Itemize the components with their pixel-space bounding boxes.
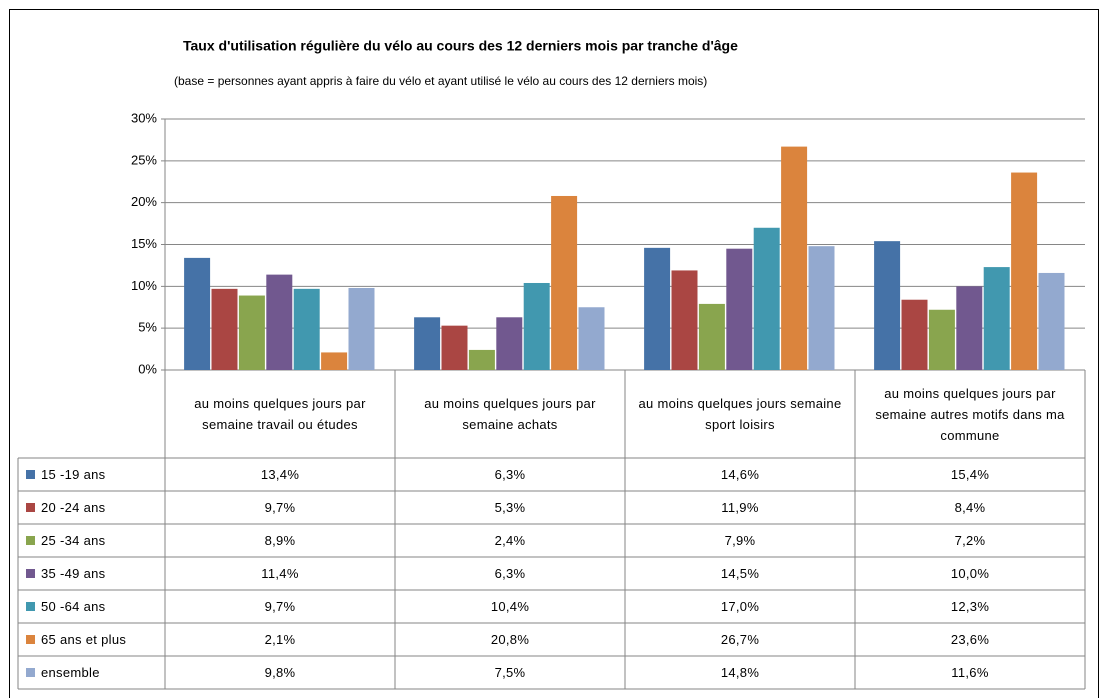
bar: [1038, 272, 1065, 370]
table-value: 20,8%: [490, 632, 530, 647]
legend-label: 65 ans et plus: [41, 632, 127, 647]
bar: [901, 299, 928, 370]
table-value: 9,7%: [264, 500, 296, 515]
legend-key: [26, 503, 35, 512]
bar: [1011, 172, 1038, 370]
table-value: 11,9%: [721, 500, 759, 515]
legend-label: 20 -24 ans: [41, 500, 106, 515]
y-tick-label: 10%: [131, 278, 157, 293]
table-value: 13,4%: [260, 467, 300, 482]
table-value: 23,6%: [950, 632, 990, 647]
legend-key: [26, 569, 35, 578]
table-value: 7,9%: [724, 533, 756, 548]
y-tick-label: 15%: [131, 236, 157, 251]
table-value: 9,8%: [264, 665, 296, 680]
legend-key: [26, 470, 35, 479]
table-value: 6,3%: [494, 467, 526, 482]
frame: [9, 9, 1099, 698]
table-value: 2,4%: [494, 533, 526, 548]
bar: [644, 247, 671, 370]
legend-label: ensemble: [41, 665, 100, 680]
table-value: 11,6%: [951, 665, 989, 680]
bar: [956, 286, 983, 370]
y-tick-label: 30%: [131, 110, 157, 125]
legend-entry: 50 -64 ans: [18, 590, 165, 623]
legend-label: 25 -34 ans: [41, 533, 106, 548]
bar: [753, 227, 780, 370]
bar: [928, 309, 955, 370]
bar: [671, 270, 698, 370]
chart-title: Taux d'utilisation régulière du vélo au …: [183, 38, 738, 54]
y-tick-label: 20%: [131, 194, 157, 209]
legend-label: 50 -64 ans: [41, 599, 106, 614]
legend-entry: 20 -24 ans: [18, 491, 165, 524]
legend-key: [26, 635, 35, 644]
bar: [983, 267, 1010, 370]
bar: [874, 241, 901, 370]
table-value: 7,5%: [494, 665, 526, 680]
bar: [808, 246, 835, 370]
bar: [523, 282, 550, 370]
legend-label: 15 -19 ans: [41, 467, 106, 482]
legend-key: [26, 536, 35, 545]
bar: [578, 307, 605, 370]
bar: [414, 317, 441, 370]
table-value: 11,4%: [261, 566, 299, 581]
bar: [321, 352, 348, 370]
legend-entry: 35 -49 ans: [18, 557, 165, 590]
y-tick-label: 5%: [138, 320, 157, 335]
table-value: 7,2%: [954, 533, 986, 548]
table-value: 15,4%: [950, 467, 990, 482]
category-label: au moins quelques jours par semaine acha…: [424, 396, 596, 432]
bar: [726, 248, 753, 370]
bar: [266, 274, 293, 370]
category-label: au moins quelques jours par semaine trav…: [194, 396, 366, 432]
table-value: 10,0%: [950, 566, 990, 581]
table-value: 8,9%: [264, 533, 296, 548]
bar: [184, 257, 211, 370]
table-value: 2,1%: [264, 632, 296, 647]
table-value: 5,3%: [494, 500, 526, 515]
legend-entry: ensemble: [18, 656, 165, 689]
legend-key: [26, 602, 35, 611]
table-value: 17,0%: [720, 599, 760, 614]
table-value: 10,4%: [490, 599, 530, 614]
table-value: 26,7%: [720, 632, 760, 647]
table-value: 8,4%: [954, 500, 986, 515]
category-label: au moins quelques jours par semaine autr…: [875, 385, 1065, 443]
bar: [293, 288, 320, 370]
bar: [238, 295, 265, 370]
bar: [551, 195, 578, 370]
bar: [468, 349, 495, 370]
table-value: 14,5%: [720, 566, 760, 581]
category-label: au moins quelques jours semaine sport lo…: [638, 396, 842, 432]
legend-entry: 25 -34 ans: [18, 524, 165, 557]
legend-label: 35 -49 ans: [41, 566, 106, 581]
table-value: 12,3%: [950, 599, 990, 614]
bar: [348, 288, 375, 370]
legend-entry: 15 -19 ans: [18, 458, 165, 491]
bar: [781, 146, 808, 370]
table-value: 6,3%: [494, 566, 526, 581]
table-value: 14,8%: [720, 665, 760, 680]
table-value: 9,7%: [264, 599, 296, 614]
bar: [441, 325, 468, 370]
chart-subtitle: (base = personnes ayant appris à faire d…: [174, 74, 707, 88]
bar: [698, 303, 725, 370]
y-tick-label: 0%: [138, 361, 157, 376]
table-value: 14,6%: [720, 467, 760, 482]
bar: [211, 288, 238, 370]
legend-key: [26, 668, 35, 677]
y-tick-label: 25%: [131, 152, 157, 167]
bar: [496, 317, 523, 370]
legend-entry: 65 ans et plus: [18, 623, 165, 656]
